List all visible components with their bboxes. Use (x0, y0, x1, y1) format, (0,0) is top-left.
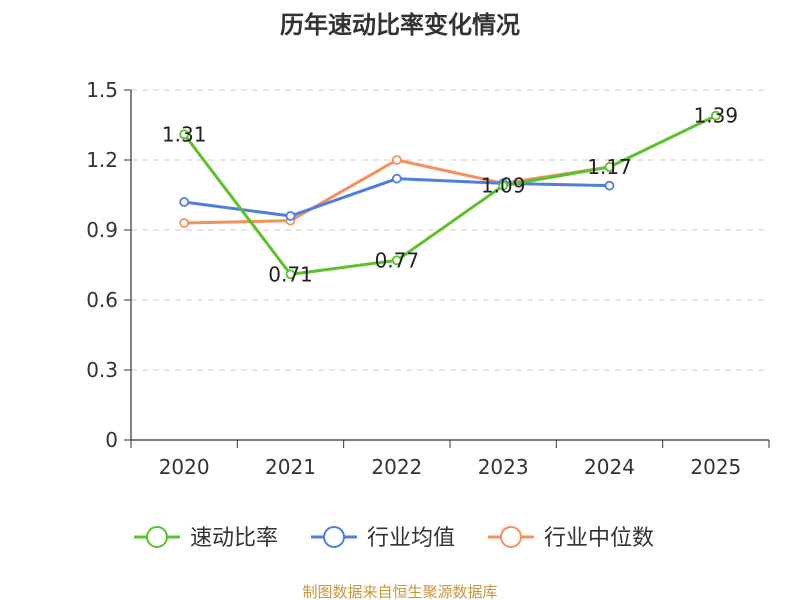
y-axis-ticks: 0 0.3 0.6 0.9 1.2 1.5 (86, 78, 131, 452)
data-labels: 1.31 0.71 0.77 1.09 1.17 1.39 (162, 104, 738, 287)
data-point (179, 218, 190, 228)
legend-item[interactable]: 行业均值 (311, 526, 455, 551)
data-point (391, 155, 402, 165)
data-point (179, 197, 190, 207)
legend: 速动比率 行业均值 行业中位数 (134, 526, 654, 551)
y-tick-label: 0.3 (86, 358, 118, 382)
x-tick-label: 2021 (265, 455, 316, 479)
data-label: 1.09 (481, 174, 526, 198)
legend-swatch-marker (323, 526, 345, 548)
legend-item[interactable]: 行业中位数 (488, 526, 654, 551)
x-tick-label: 2025 (690, 455, 741, 479)
legend-label: 行业均值 (367, 526, 455, 551)
data-point (498, 180, 509, 191)
data-label: 1.31 (162, 122, 207, 146)
x-tick-label: 2023 (478, 455, 529, 479)
data-point (604, 162, 615, 172)
data-label: 1.39 (694, 104, 739, 128)
series-line (184, 158, 610, 225)
x-tick-label: 2020 (159, 455, 210, 479)
data-point (179, 129, 190, 140)
legend-swatch-marker (146, 526, 168, 548)
chart-title: 历年速动比率变化情况 (280, 11, 520, 39)
data-point (604, 180, 615, 191)
y-tick-label: 0.9 (86, 218, 118, 242)
data-point (710, 110, 721, 121)
y-tick-label: 1.2 (86, 148, 118, 172)
axes (130, 90, 769, 441)
data-label: 1.17 (587, 155, 632, 179)
data-point (285, 211, 296, 221)
data-point (391, 173, 402, 184)
grid-lines (131, 89, 769, 371)
y-tick-label: 1.5 (86, 78, 118, 102)
x-axis-ticks: 2020 2021 2022 2023 2024 2025 (130, 440, 770, 479)
x-tick-label: 2024 (584, 455, 635, 479)
y-tick-label: 0 (105, 428, 118, 452)
data-label: 0.77 (375, 248, 420, 272)
data-point (391, 255, 402, 266)
data-point (285, 269, 296, 280)
legend-item[interactable]: 速动比率 (134, 526, 278, 551)
y-tick-label: 0.6 (86, 288, 118, 312)
source-note: 制图数据来自恒生聚源数据库 (302, 583, 497, 600)
series-line (182, 114, 717, 276)
legend-label: 行业中位数 (544, 526, 654, 551)
legend-swatch-marker (500, 526, 522, 548)
series-layer (179, 110, 721, 280)
series-line (183, 177, 610, 218)
x-tick-label: 2022 (371, 455, 422, 479)
data-label: 0.71 (268, 262, 313, 286)
legend-label: 速动比率 (190, 526, 278, 551)
